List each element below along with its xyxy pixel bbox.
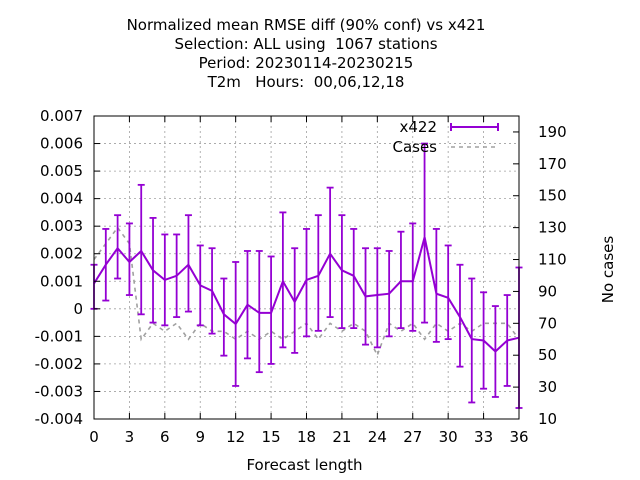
axis-ticks: 0 3 6 9 12 15 18 21 24 27 30 33 36-0.004-0.003-0.002… xyxy=(35,107,567,446)
legend-label-x422: x422 xyxy=(399,118,437,136)
x-tick-label: 3 xyxy=(125,428,135,446)
y2-tick-label: 50 xyxy=(538,346,557,364)
y-tick-label: 0.003 xyxy=(40,217,83,235)
y-tick-label: 0.006 xyxy=(40,135,83,153)
x422-line xyxy=(93,236,520,353)
y2-tick-label: 30 xyxy=(538,378,557,396)
title-line-1: Normalized mean RMSE diff (90% conf) vs … xyxy=(126,16,486,34)
y-tick-label: 0 xyxy=(73,300,83,318)
y-tick-label: 0.004 xyxy=(40,190,83,208)
y-tick-label: -0.001 xyxy=(35,327,83,345)
x422-series xyxy=(90,142,523,409)
chart-title: Normalized mean RMSE diff (90% conf) vs … xyxy=(0,16,612,92)
y-tick-label: -0.004 xyxy=(35,410,83,428)
y2-tick-label: 70 xyxy=(538,314,557,332)
x-tick-label: 36 xyxy=(509,428,528,446)
x-axis-label: Forecast length xyxy=(246,456,362,474)
y2-tick-label: 110 xyxy=(538,251,567,269)
x-tick-label: 27 xyxy=(403,428,422,446)
x-tick-label: 33 xyxy=(474,428,493,446)
title-line-2: Selection: ALL using 1067 stations xyxy=(174,35,438,53)
x-tick-label: 21 xyxy=(332,428,351,446)
x-tick-label: 9 xyxy=(195,428,205,446)
y2-tick-label: 190 xyxy=(538,123,567,141)
y2-tick-label: 150 xyxy=(538,187,567,205)
y-tick-label: -0.003 xyxy=(35,382,83,400)
x-tick-label: 30 xyxy=(439,428,458,446)
y2-tick-label: 10 xyxy=(538,410,557,428)
x-tick-label: 6 xyxy=(160,428,170,446)
y-tick-label: 0.002 xyxy=(40,245,83,263)
legend-label-cases: Cases xyxy=(392,138,437,156)
y2-tick-label: 90 xyxy=(538,282,557,300)
x-tick-label: 15 xyxy=(262,428,281,446)
title-line-4: T2m Hours: 00,06,12,18 xyxy=(207,73,405,91)
legend: x422 Cases xyxy=(392,118,499,156)
x-tick-label: 0 xyxy=(89,428,99,446)
y-tick-label: 0.007 xyxy=(40,107,83,125)
y2-tick-label: 170 xyxy=(538,155,567,173)
title-line-3: Period: 20230114-20230215 xyxy=(198,54,414,72)
y-tick-label: -0.002 xyxy=(35,355,83,373)
y-tick-label: 0.001 xyxy=(40,272,83,290)
y-tick-label: 0.005 xyxy=(40,162,83,180)
y2-axis-label: No cases xyxy=(599,236,617,304)
x-tick-label: 18 xyxy=(297,428,316,446)
legend-sample-x422 xyxy=(450,123,499,131)
y2-tick-label: 130 xyxy=(538,219,567,237)
x-tick-label: 12 xyxy=(226,428,245,446)
x-tick-label: 24 xyxy=(368,428,387,446)
